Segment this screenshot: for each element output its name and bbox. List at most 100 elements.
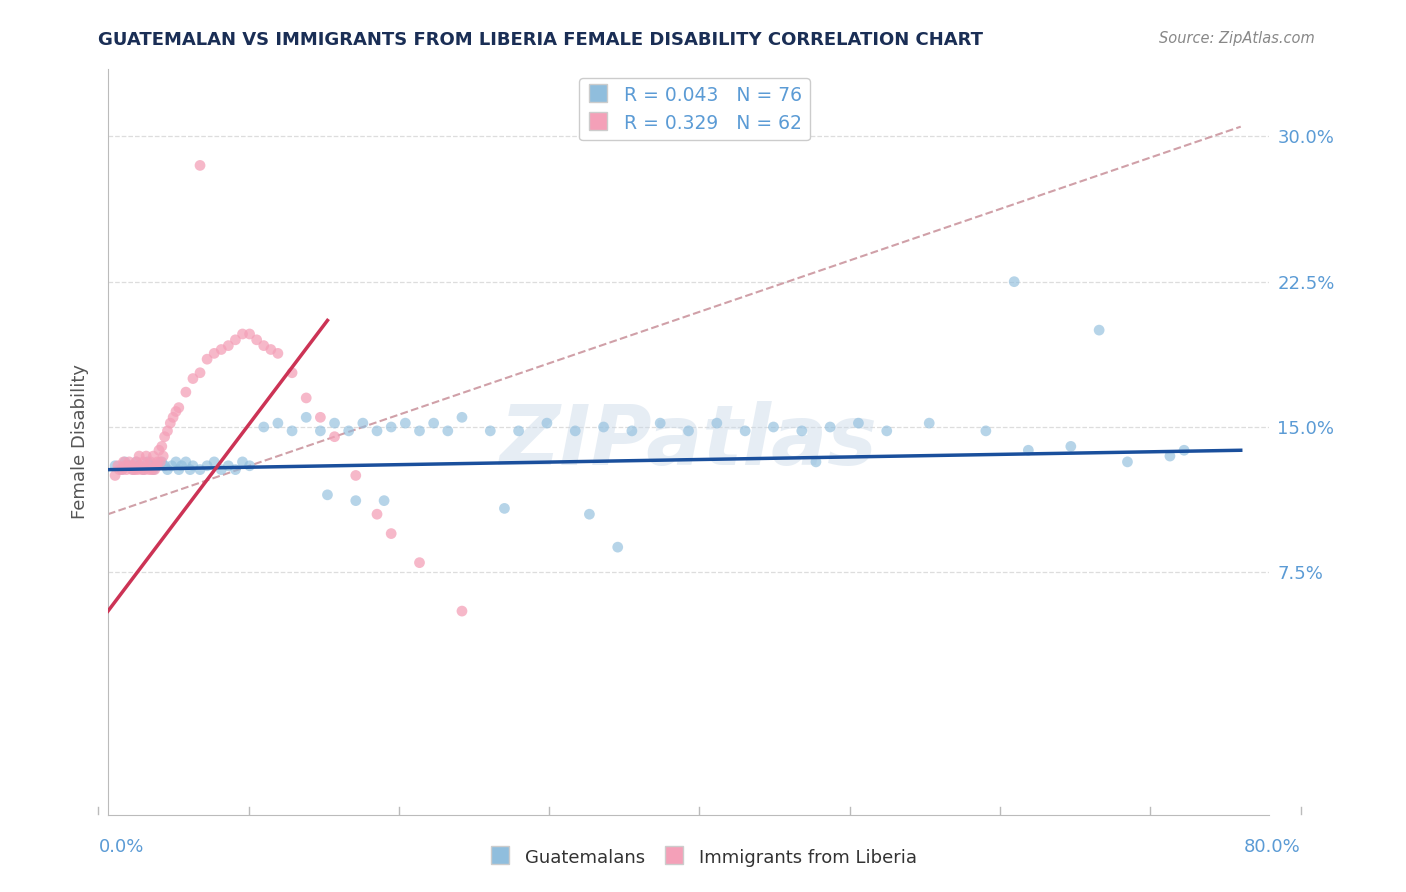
Point xyxy=(139,455,162,469)
Point xyxy=(1159,449,1181,463)
Point xyxy=(181,371,204,385)
Y-axis label: Female Disability: Female Disability xyxy=(72,364,89,519)
Point xyxy=(366,507,388,521)
Point xyxy=(128,458,150,473)
Point xyxy=(153,458,176,473)
Point xyxy=(108,462,131,476)
Point xyxy=(818,420,841,434)
Point xyxy=(174,455,197,469)
Point xyxy=(134,462,156,476)
Point xyxy=(1116,455,1139,469)
Point xyxy=(281,424,304,438)
Point xyxy=(165,455,187,469)
Point xyxy=(136,458,159,473)
Point xyxy=(422,416,444,430)
Point xyxy=(181,458,204,473)
Point xyxy=(188,366,211,380)
Point xyxy=(104,468,127,483)
Point xyxy=(848,416,870,430)
Point xyxy=(536,416,558,430)
Point xyxy=(352,416,374,430)
Point xyxy=(202,455,225,469)
Point xyxy=(295,410,318,425)
Text: Source: ZipAtlas.com: Source: ZipAtlas.com xyxy=(1159,31,1315,46)
Point xyxy=(112,455,135,469)
Point xyxy=(142,462,165,476)
Point xyxy=(408,424,430,438)
Point xyxy=(408,556,430,570)
Point xyxy=(876,424,898,438)
Point xyxy=(974,424,997,438)
Point xyxy=(167,462,190,476)
Point xyxy=(1017,443,1039,458)
Point xyxy=(231,455,253,469)
Point xyxy=(188,158,211,172)
Point xyxy=(918,416,941,430)
Point xyxy=(678,424,700,438)
Point xyxy=(231,326,253,341)
Point xyxy=(150,455,173,469)
Point xyxy=(122,462,145,476)
Point xyxy=(380,526,402,541)
Point xyxy=(111,462,134,476)
Point xyxy=(195,352,218,367)
Point xyxy=(125,455,148,469)
Point xyxy=(706,416,728,430)
Point xyxy=(128,449,150,463)
Point xyxy=(129,458,152,473)
Point xyxy=(253,420,276,434)
Point xyxy=(239,458,262,473)
Point xyxy=(195,458,218,473)
Point xyxy=(167,401,190,415)
Point xyxy=(281,366,304,380)
Point xyxy=(202,346,225,360)
Point xyxy=(380,420,402,434)
Point xyxy=(451,410,474,425)
Point xyxy=(160,458,183,473)
Point xyxy=(592,420,614,434)
Point xyxy=(148,443,170,458)
Point xyxy=(146,455,169,469)
Point xyxy=(620,424,643,438)
Legend: Guatemalans, Immigrants from Liberia: Guatemalans, Immigrants from Liberia xyxy=(482,840,924,874)
Point xyxy=(564,424,586,438)
Point xyxy=(143,462,166,476)
Point xyxy=(253,338,276,352)
Point xyxy=(115,462,138,476)
Point xyxy=(149,455,172,469)
Point xyxy=(107,458,129,473)
Point xyxy=(118,455,141,469)
Point xyxy=(141,462,163,476)
Point xyxy=(165,404,187,418)
Point xyxy=(209,343,232,357)
Point xyxy=(246,333,269,347)
Text: ZIPatlas: ZIPatlas xyxy=(499,401,877,482)
Point xyxy=(153,430,176,444)
Point xyxy=(188,462,211,476)
Point xyxy=(132,455,155,469)
Point xyxy=(111,462,134,476)
Point xyxy=(295,391,318,405)
Point xyxy=(373,493,395,508)
Point xyxy=(224,462,246,476)
Point xyxy=(260,343,283,357)
Point xyxy=(217,338,239,352)
Point xyxy=(734,424,756,438)
Point xyxy=(159,416,181,430)
Point xyxy=(179,462,201,476)
Point xyxy=(804,455,827,469)
Point xyxy=(394,416,416,430)
Point xyxy=(1173,443,1195,458)
Point xyxy=(156,424,179,438)
Text: 80.0%: 80.0% xyxy=(1244,838,1301,855)
Point xyxy=(139,458,162,473)
Point xyxy=(309,424,332,438)
Point xyxy=(366,424,388,438)
Point xyxy=(170,458,193,473)
Point xyxy=(578,507,600,521)
Point xyxy=(150,439,173,453)
Point xyxy=(239,326,262,341)
Point xyxy=(114,455,136,469)
Point xyxy=(437,424,460,438)
Text: 0.0%: 0.0% xyxy=(98,838,143,855)
